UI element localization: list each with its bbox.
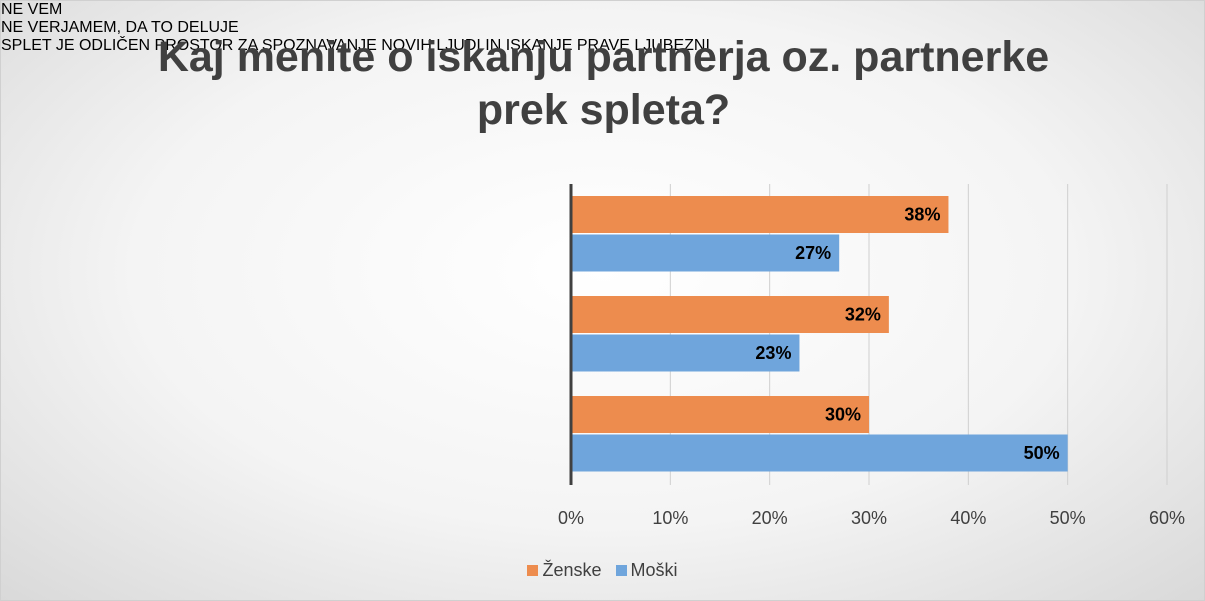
data-label: 30% bbox=[825, 404, 861, 424]
data-label: 27% bbox=[795, 243, 831, 263]
x-tick-label: 0% bbox=[558, 508, 584, 528]
bar bbox=[571, 434, 1068, 472]
legend: Ženske Moški bbox=[1, 560, 1204, 581]
legend-item: Ženske bbox=[527, 560, 602, 581]
x-tick-label: 50% bbox=[1050, 508, 1086, 528]
data-label: 32% bbox=[845, 304, 881, 324]
x-tick-label: 10% bbox=[652, 508, 688, 528]
bar bbox=[571, 396, 869, 433]
category-label: SPLET JE ODLIČEN PROSTOR ZA SPOZNAVANJE … bbox=[1, 37, 710, 54]
data-label: 50% bbox=[1024, 443, 1060, 463]
category-label: NE VERJAMEM, DA TO DELUJE bbox=[1, 19, 239, 36]
category-label: NE VEM bbox=[1, 1, 63, 18]
bar bbox=[571, 196, 949, 233]
chart-title: Kaj menite o iskanju partnerja oz. partn… bbox=[157, 33, 1050, 134]
legend-swatch bbox=[527, 565, 539, 576]
x-tick-label: 40% bbox=[950, 508, 986, 528]
legend-swatch bbox=[615, 565, 627, 576]
x-tick-label: 60% bbox=[1149, 508, 1185, 528]
x-tick-label: 20% bbox=[752, 508, 788, 528]
x-tick-label: 30% bbox=[851, 508, 887, 528]
legend-label: Ženske bbox=[542, 560, 602, 580]
legend-item: Moški bbox=[615, 560, 678, 581]
data-label: 38% bbox=[904, 204, 940, 224]
bar bbox=[571, 334, 800, 372]
bar bbox=[571, 296, 889, 333]
data-label: 23% bbox=[755, 343, 791, 363]
legend-label: Moški bbox=[630, 560, 678, 580]
bar bbox=[571, 234, 840, 272]
